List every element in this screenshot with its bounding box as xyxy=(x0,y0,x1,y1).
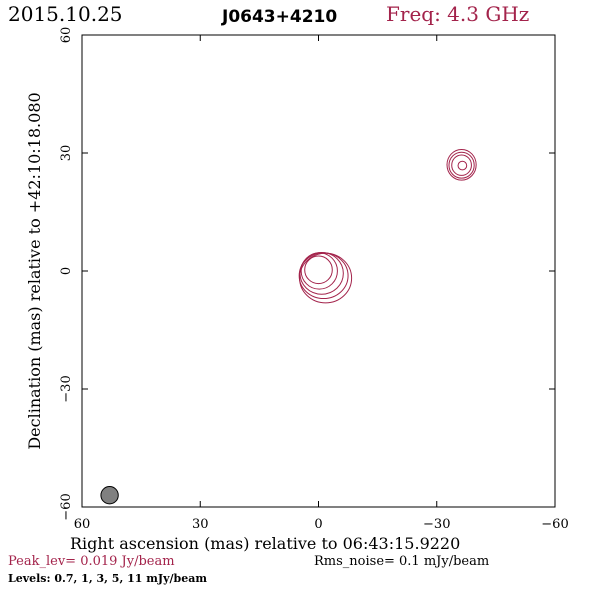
contour-line xyxy=(451,154,472,176)
rms-noise: Rms_noise= 0.1 mJy/beam xyxy=(314,554,490,569)
source-name: J0643+4210 xyxy=(222,7,338,27)
contour-levels: Levels: 0.7, 1, 3, 5, 11 mJy/beam xyxy=(8,572,207,585)
contour-line xyxy=(457,160,468,171)
plot-frame xyxy=(81,34,556,508)
frequency-label: Freq: 4.3 GHz xyxy=(386,2,530,26)
contour-line xyxy=(299,252,353,304)
x-tick-label: −30 xyxy=(423,517,450,532)
y-tick-label: 30 xyxy=(59,145,74,162)
y-tick-label: −60 xyxy=(59,493,74,520)
contour-line xyxy=(304,255,333,285)
x-tick-label: 0 xyxy=(314,517,322,532)
y-tick-label: 60 xyxy=(59,27,74,44)
epoch-date: 2015.10.25 xyxy=(8,2,123,26)
y-axis: 60 30 0 −30 −60 xyxy=(59,27,555,521)
y-tick-label: 0 xyxy=(59,267,74,275)
contour-set xyxy=(298,148,477,304)
contour-line xyxy=(448,151,475,179)
x-tick-label: −60 xyxy=(541,517,568,532)
x-tick-label: 30 xyxy=(192,517,209,532)
beam-marker xyxy=(100,486,119,505)
peak-level: Peak_lev= 0.019 Jy/beam xyxy=(8,554,175,569)
x-axis: 60 30 0 −30 −60 xyxy=(74,35,569,532)
beam-ellipse xyxy=(100,486,119,505)
contour-line xyxy=(446,148,477,181)
y-axis-label: Declination (mas) relative to +42:10:18.… xyxy=(25,92,44,449)
x-tick-label: 60 xyxy=(74,517,91,532)
x-axis-label: Right ascension (mas) relative to 06:43:… xyxy=(70,534,461,553)
y-tick-label: −30 xyxy=(59,375,74,402)
